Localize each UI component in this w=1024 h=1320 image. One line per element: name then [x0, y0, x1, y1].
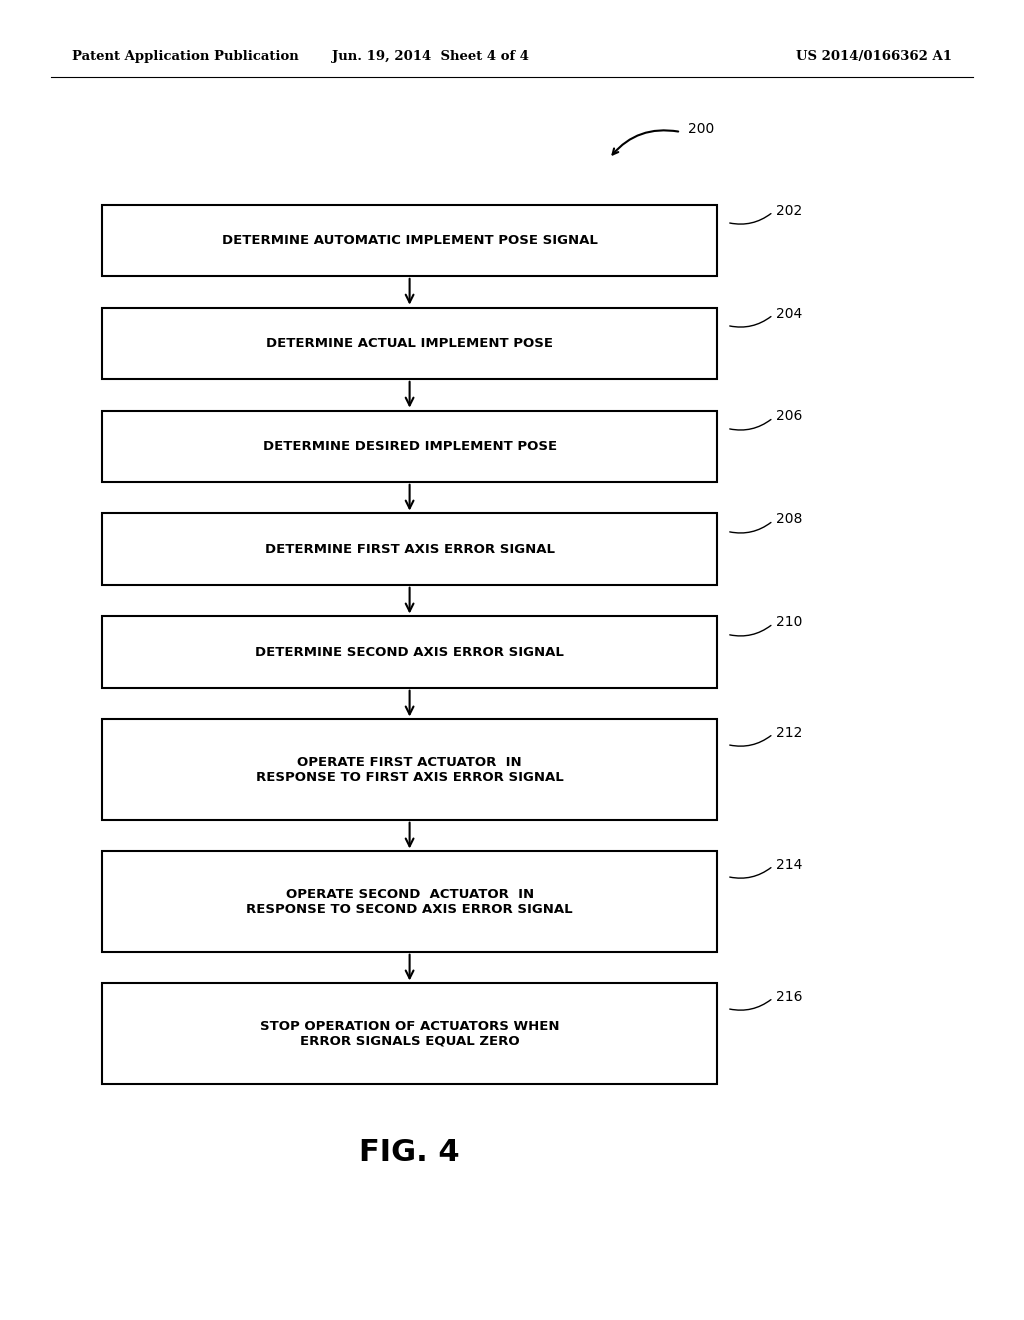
Text: FIG. 4: FIG. 4 — [359, 1138, 460, 1167]
Text: DETERMINE SECOND AXIS ERROR SIGNAL: DETERMINE SECOND AXIS ERROR SIGNAL — [255, 645, 564, 659]
Text: 212: 212 — [776, 726, 803, 739]
Text: OPERATE SECOND  ACTUATOR  IN
RESPONSE TO SECOND AXIS ERROR SIGNAL: OPERATE SECOND ACTUATOR IN RESPONSE TO S… — [247, 887, 572, 916]
Text: 208: 208 — [776, 512, 803, 527]
Text: DETERMINE FIRST AXIS ERROR SIGNAL: DETERMINE FIRST AXIS ERROR SIGNAL — [264, 543, 555, 556]
FancyBboxPatch shape — [102, 851, 717, 952]
Text: STOP OPERATION OF ACTUATORS WHEN
ERROR SIGNALS EQUAL ZERO: STOP OPERATION OF ACTUATORS WHEN ERROR S… — [260, 1019, 559, 1048]
Text: DETERMINE ACTUAL IMPLEMENT POSE: DETERMINE ACTUAL IMPLEMENT POSE — [266, 337, 553, 350]
FancyBboxPatch shape — [102, 983, 717, 1084]
Text: Jun. 19, 2014  Sheet 4 of 4: Jun. 19, 2014 Sheet 4 of 4 — [332, 50, 528, 63]
Text: 204: 204 — [776, 306, 803, 321]
Text: 200: 200 — [688, 123, 715, 136]
Text: DETERMINE DESIRED IMPLEMENT POSE: DETERMINE DESIRED IMPLEMENT POSE — [262, 440, 557, 453]
Text: 214: 214 — [776, 858, 803, 871]
Text: DETERMINE AUTOMATIC IMPLEMENT POSE SIGNAL: DETERMINE AUTOMATIC IMPLEMENT POSE SIGNA… — [221, 234, 598, 247]
FancyBboxPatch shape — [102, 411, 717, 482]
Text: 202: 202 — [776, 203, 803, 218]
Text: 216: 216 — [776, 990, 803, 1003]
FancyBboxPatch shape — [102, 513, 717, 585]
Text: 210: 210 — [776, 615, 803, 630]
Text: OPERATE FIRST ACTUATOR  IN
RESPONSE TO FIRST AXIS ERROR SIGNAL: OPERATE FIRST ACTUATOR IN RESPONSE TO FI… — [256, 755, 563, 784]
Text: US 2014/0166362 A1: US 2014/0166362 A1 — [797, 50, 952, 63]
Text: 206: 206 — [776, 409, 803, 424]
FancyBboxPatch shape — [102, 205, 717, 276]
FancyBboxPatch shape — [102, 719, 717, 820]
FancyBboxPatch shape — [102, 308, 717, 379]
FancyBboxPatch shape — [102, 616, 717, 688]
Text: Patent Application Publication: Patent Application Publication — [72, 50, 298, 63]
